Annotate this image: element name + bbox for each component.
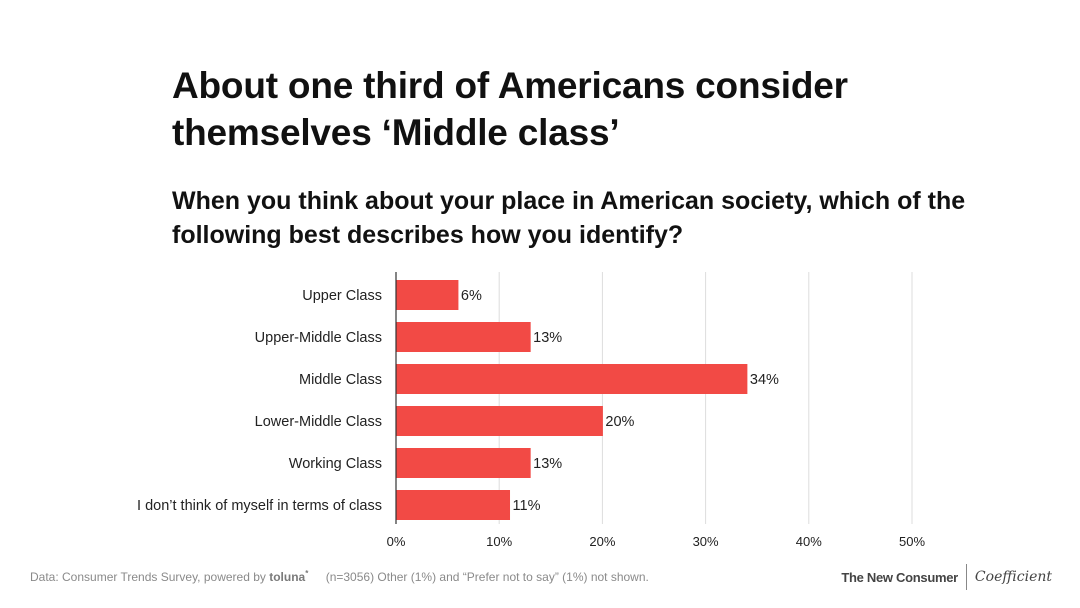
x-tick-label: 30% bbox=[693, 534, 719, 549]
data-label: 11% bbox=[513, 498, 541, 514]
chart-title: About one third of Americans consider th… bbox=[172, 65, 848, 153]
coefficient-logo: Coefficient bbox=[974, 569, 1052, 585]
x-tick-label: 50% bbox=[899, 534, 925, 549]
brand-logos: The New Consumer Coefficient bbox=[841, 564, 1052, 590]
x-tick-label: 10% bbox=[486, 534, 512, 549]
bar bbox=[396, 364, 748, 394]
data-label: 6% bbox=[461, 288, 482, 304]
bar bbox=[396, 406, 603, 436]
source-prefix: Data: Consumer Trends Survey, powered by bbox=[30, 570, 266, 584]
brand-divider bbox=[965, 564, 967, 590]
category-label: Upper Class bbox=[302, 288, 382, 304]
category-label: Lower-Middle Class bbox=[255, 414, 382, 430]
bar bbox=[396, 322, 531, 352]
source-note: Data: Consumer Trends Survey, powered by… bbox=[30, 569, 649, 584]
bar-chart: 0% 10% 20% 30% 40% 50% Upper Class 6% Upper-Midd… bbox=[137, 272, 925, 549]
gridlines bbox=[498, 272, 913, 524]
category-label: Upper-Middle Class bbox=[255, 330, 382, 346]
chart-subtitle: When you think about your place in Ameri… bbox=[172, 187, 966, 249]
toluna-logo: toluna* bbox=[269, 569, 309, 584]
sample-note: (n=3056) Other (1%) and “Prefer not to s… bbox=[325, 570, 649, 584]
bar bbox=[396, 280, 459, 310]
bar bbox=[396, 490, 511, 520]
category-label: Middle Class bbox=[299, 372, 382, 388]
x-tick-label: 20% bbox=[589, 534, 615, 549]
the-new-consumer-logo: The New Consumer bbox=[841, 569, 958, 585]
data-label: 20% bbox=[605, 414, 634, 430]
x-tick-label: 0% bbox=[387, 534, 406, 549]
data-label: 13% bbox=[533, 456, 562, 472]
data-label: 34% bbox=[750, 372, 779, 388]
data-label: 13% bbox=[533, 330, 562, 346]
bar bbox=[396, 448, 531, 478]
category-label: Working Class bbox=[289, 456, 382, 472]
category-label: I don’t think of myself in terms of clas… bbox=[137, 498, 382, 514]
x-tick-label: 40% bbox=[796, 534, 822, 549]
bars bbox=[396, 280, 748, 520]
labels: 0% 10% 20% 30% 40% 50% Upper Class 6% Upper-Midd… bbox=[137, 288, 925, 549]
